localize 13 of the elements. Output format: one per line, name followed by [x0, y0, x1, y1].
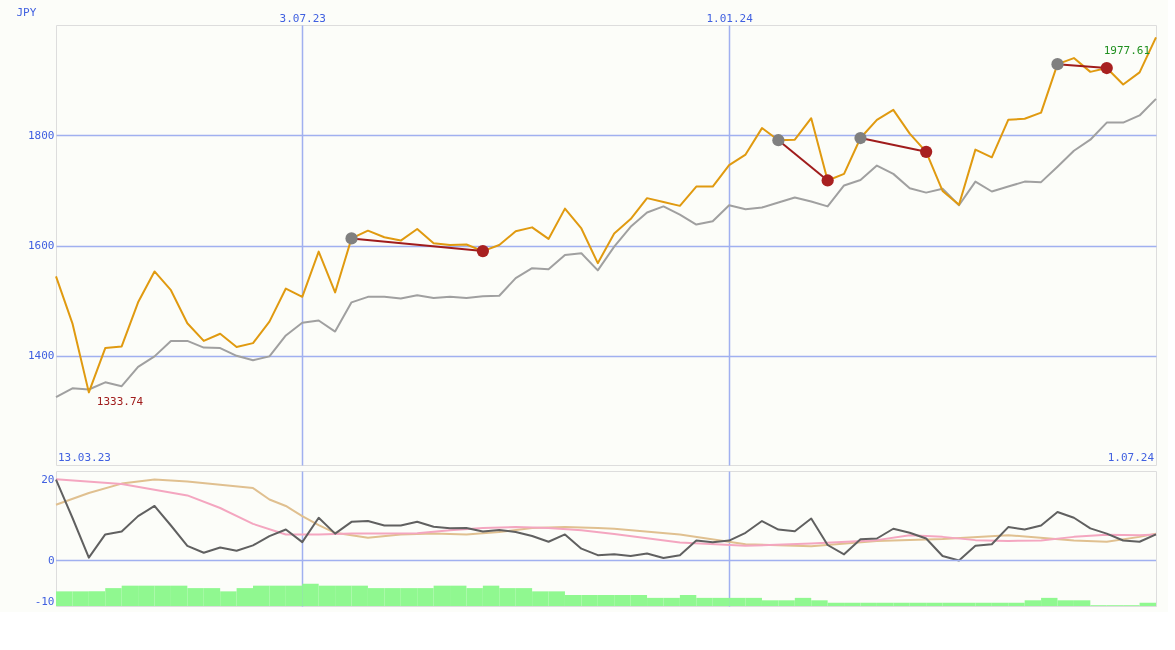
- y-tick-label: 20: [41, 472, 55, 486]
- y-tick-label: 0: [47, 553, 55, 567]
- x-tick-label: 3.07.23: [279, 11, 326, 25]
- annotation: 1333.74: [96, 395, 144, 409]
- annotation: 13.03.23: [58, 451, 111, 464]
- y-tick-label: -10: [34, 594, 55, 608]
- y-tick-label: 1600: [28, 239, 55, 253]
- annotation: 1.07.24: [1107, 451, 1155, 464]
- y-tick-label: 1800: [28, 128, 55, 142]
- y-axis-title: JPY: [16, 5, 37, 19]
- annotation: 1977.61: [1103, 44, 1150, 58]
- y-tick-label: 1400: [28, 349, 55, 363]
- x-tick-label: 1.01.24: [706, 11, 754, 25]
